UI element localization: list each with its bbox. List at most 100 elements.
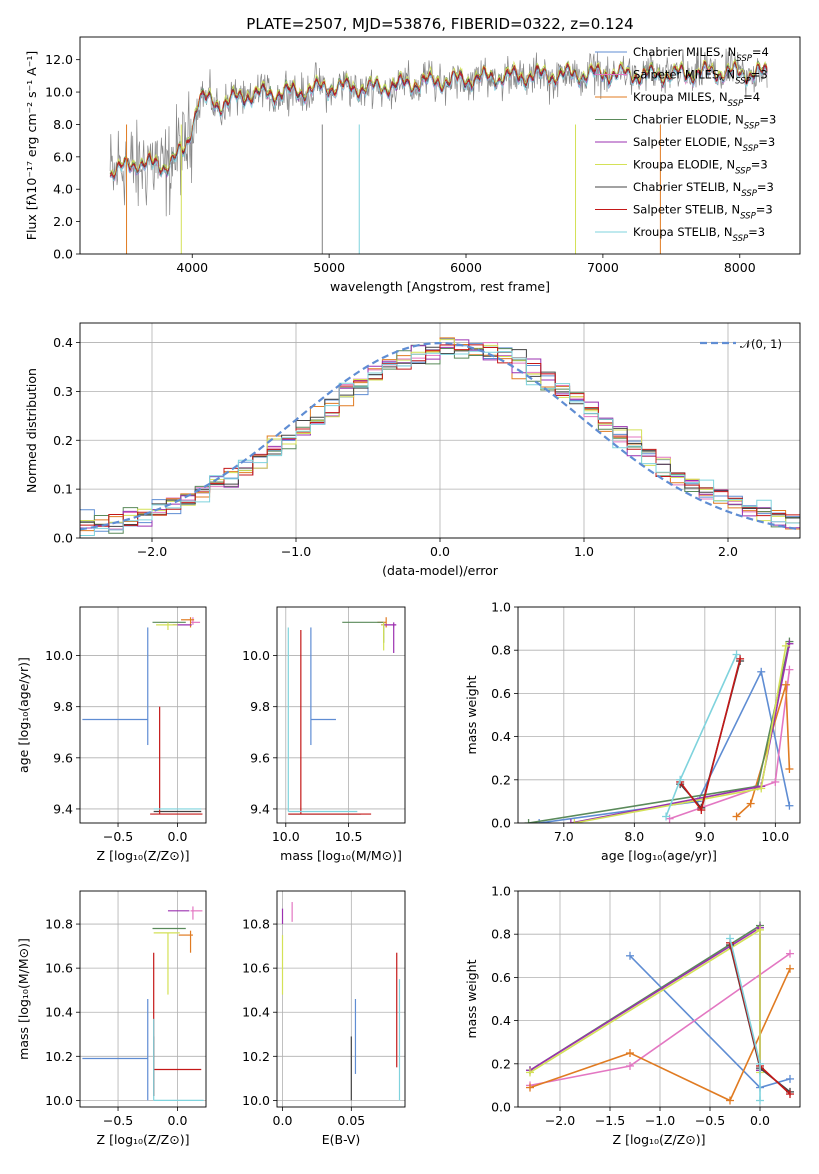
normal-curve xyxy=(80,341,800,531)
y-tick-label: 10.4 xyxy=(45,1005,73,1020)
legend-tail: =3 xyxy=(757,180,774,194)
y-tick-label: 9.4 xyxy=(53,801,73,816)
y-tick-label: 10.6 xyxy=(242,961,270,976)
y-tick-label: 0.1 xyxy=(53,482,73,497)
y-tick-label: 10.0 xyxy=(45,85,73,100)
legend-sub: SSP xyxy=(735,77,751,87)
spectrum-model-line xyxy=(109,63,768,182)
x-tick-label: −0.5 xyxy=(103,1113,133,1128)
legend-tail: =4 xyxy=(743,90,760,104)
legend-label: Kroupa STELIB, NSSP=3 xyxy=(633,225,765,244)
grid xyxy=(277,607,405,823)
legend-sub: SSP xyxy=(728,99,744,109)
y-tick-label: 12.0 xyxy=(45,52,73,67)
axes-frame xyxy=(79,322,801,539)
y-tick-label: 0.3 xyxy=(53,384,73,399)
y-tick-label: 6.0 xyxy=(53,149,73,164)
y-tick-label: 10.0 xyxy=(242,648,270,663)
plot-area xyxy=(524,637,794,823)
x-tick-label: 0.0 xyxy=(168,829,188,844)
x-tick-label: 9.0 xyxy=(695,829,715,844)
x-tick-label: 6000 xyxy=(450,260,482,275)
axes-frame xyxy=(517,606,801,824)
legend-label: Salpeter ELODIE, NSSP=3 xyxy=(633,135,775,154)
y-tick-label: 10.6 xyxy=(45,961,73,976)
y-tick-label: 10.0 xyxy=(45,1093,73,1108)
legend-sub: SSP xyxy=(744,122,760,132)
axes-frame xyxy=(517,890,801,1108)
plot-area xyxy=(80,337,800,537)
legend-label: Chabrier ELODIE, NSSP=3 xyxy=(633,113,776,132)
y-axis-label: mass weight xyxy=(464,959,479,1038)
legend-sub: SSP xyxy=(736,54,752,64)
x-tick-label: −1.5 xyxy=(595,1113,625,1128)
panel-residuals: −2.0 −1.0 0.0 1.0 2.0 0.0 0.1 0.2 0.3 0.4 (data-mo… xyxy=(24,322,801,578)
x-tick-label: 0.0 xyxy=(430,544,450,559)
y-tick-label: 0.0 xyxy=(53,247,73,262)
plot-area xyxy=(281,902,401,1101)
x-tick-label: 2.0 xyxy=(718,544,738,559)
x-tick-label: −0.5 xyxy=(103,829,133,844)
mass-weight-line xyxy=(529,928,761,1074)
y-tick-label: 0.0 xyxy=(53,531,73,546)
mass-weight-line xyxy=(539,669,791,823)
x-tick-label: 8.0 xyxy=(624,829,644,844)
y-axis-label: Normed distribution xyxy=(24,368,39,493)
x-axis-label: mass [log₁₀(M/M⊙)] xyxy=(280,848,402,863)
y-tick-label: 0.6 xyxy=(491,686,511,701)
y-tick-label: 1.0 xyxy=(491,600,511,615)
y-tick-label: 0.8 xyxy=(491,643,511,658)
y-tick-label: 10.2 xyxy=(242,1049,270,1064)
plot-area xyxy=(82,906,204,1101)
legend-sub: SSP xyxy=(743,144,759,154)
x-tick-label: 7.0 xyxy=(554,829,574,844)
grid xyxy=(80,891,206,1107)
legend-tail: =3 xyxy=(759,113,776,127)
plot-area xyxy=(109,48,768,254)
legend-label: Chabrier STELIB, NSSP=3 xyxy=(633,180,774,199)
grid xyxy=(518,606,800,824)
y-tick-label: 9.6 xyxy=(250,750,270,765)
y-tick-label: 0.0 xyxy=(491,816,511,831)
axes-frame xyxy=(79,606,207,824)
x-axis-label: (data-model)/error xyxy=(382,563,499,578)
x-tick-label: 1.0 xyxy=(574,544,594,559)
legend-tail: =3 xyxy=(751,68,768,82)
mass-weight-line xyxy=(669,669,791,820)
axes-frame xyxy=(79,36,801,255)
x-tick-label: 10.0 xyxy=(272,829,300,844)
y-tick-label: 10.0 xyxy=(242,1093,270,1108)
axes-frame xyxy=(79,890,207,1108)
x-axis-label: age [log₁₀(age/yr)] xyxy=(601,848,717,863)
y-tick-label: 4.0 xyxy=(53,182,73,197)
y-tick-label: 0.2 xyxy=(491,1056,511,1071)
y-tick-label: 9.4 xyxy=(250,801,270,816)
x-axis-label: Z [log₁₀(Z/Z⊙)] xyxy=(613,1132,706,1147)
y-axis-label: age [log₁₀(age/yr)] xyxy=(16,657,31,773)
mass-weight-line xyxy=(574,645,787,823)
spectrum-model-line xyxy=(109,59,768,177)
x-tick-label: 0.05 xyxy=(337,1113,365,1128)
grid xyxy=(518,890,800,1108)
y-axis-label: mass [log₁₀(M/M⊙)] xyxy=(16,938,31,1060)
legend-label: 𝒩(0, 1) xyxy=(740,337,782,351)
legend-tail: =3 xyxy=(756,203,773,217)
spectrum-model-line xyxy=(109,60,768,180)
x-tick-label: 4000 xyxy=(176,260,208,275)
y-tick-label: 0.4 xyxy=(491,729,511,744)
histogram-step xyxy=(80,350,800,537)
panel-mass_vs_ebv: 0.0 0.05 10.0 10.2 10.4 10.6 10.8 E(B-V) xyxy=(242,890,406,1147)
legend-sub: SSP xyxy=(735,167,751,177)
legend-label: Kroupa MILES, NSSP=4 xyxy=(633,90,760,109)
y-axis-label: Flux [fλ10⁻¹⁷ erg cm⁻² s⁻¹ A⁻¹] xyxy=(24,51,39,240)
y-tick-label: 8.0 xyxy=(53,117,73,132)
y-tick-label: 9.8 xyxy=(53,699,73,714)
x-axis-label: Z [log₁₀(Z/Z⊙)] xyxy=(97,1132,190,1147)
panel-age_vs_Z: −0.5 0.0 9.4 9.6 9.8 10.0 Z [log₁₀(Z/Z⊙)] age [… xyxy=(16,606,207,863)
mass-weight-line xyxy=(528,641,791,823)
plot-area xyxy=(526,921,794,1105)
legend-sub: SSP xyxy=(733,234,749,244)
x-tick-label: 0.0 xyxy=(273,1113,293,1128)
y-tick-label: 10.8 xyxy=(45,917,73,932)
